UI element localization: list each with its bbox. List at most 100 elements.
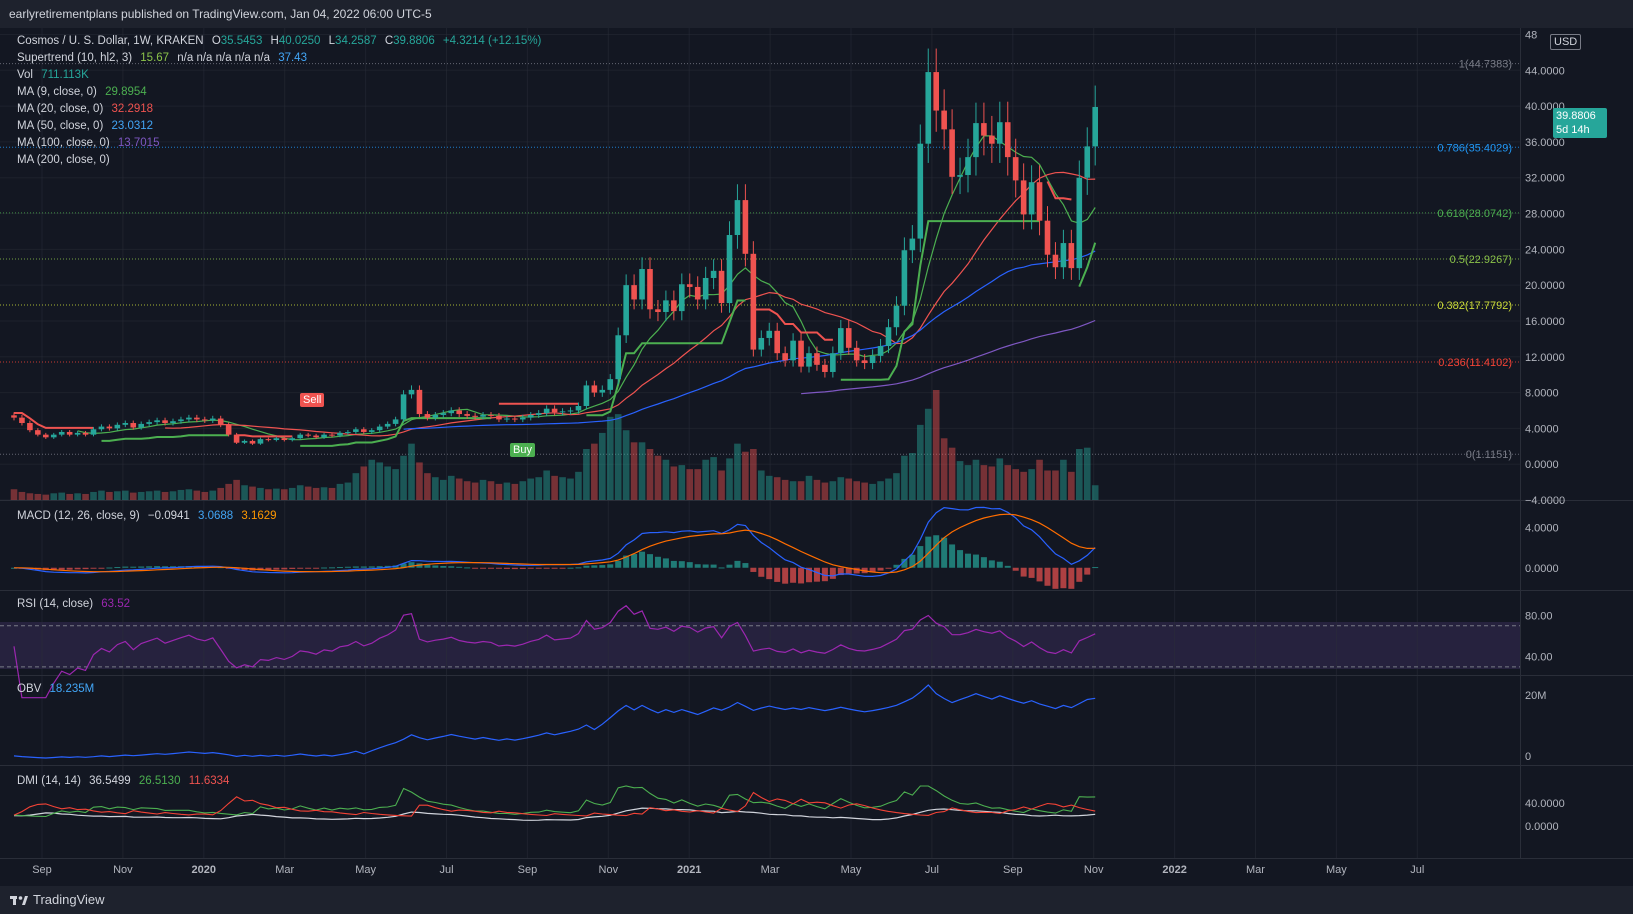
- rsi-line: [13, 604, 1096, 699]
- dmi-plus-line: [13, 785, 1096, 818]
- volume-bar: [845, 478, 853, 500]
- volume-bar: [591, 443, 598, 500]
- volume-bar: [114, 491, 121, 500]
- rsi-legend[interactable]: RSI (14, close) 63.52: [17, 598, 130, 610]
- volume-bar: [42, 494, 50, 500]
- volume-bar: [742, 451, 749, 500]
- macd-histogram-bar: [694, 564, 701, 568]
- volume-bar: [479, 479, 487, 500]
- axes: Sep Nov 2020 Mar May Jul Sep Nov 2021 Mar May Jul Se…: [32, 29, 1565, 876]
- macd-histogram-bar: [678, 561, 685, 568]
- candle-body: [106, 426, 113, 429]
- macd-histogram-bar: [853, 567, 860, 574]
- candle-body: [853, 347, 860, 361]
- ma100-legend[interactable]: MA (100, close, 0) 13.7015: [17, 137, 159, 149]
- volume-bar: [821, 482, 829, 500]
- volume-bar: [519, 481, 527, 500]
- y-tick-label: 44.0000: [1525, 65, 1565, 77]
- volume-bar: [82, 493, 89, 500]
- ma9-legend[interactable]: MA (9, close, 0) 29.8954: [17, 86, 147, 98]
- macd-histogram-bar: [829, 567, 836, 579]
- tradingview-brand[interactable]: TradingView: [10, 892, 105, 907]
- candle-body: [472, 415, 478, 417]
- macd-histogram-bar: [98, 567, 105, 569]
- dmi-minus-line: [13, 791, 1096, 817]
- macd-legend[interactable]: MACD (12, 26, close, 9) −0.0941 3.0688 3…: [17, 510, 277, 522]
- dmi-legend[interactable]: DMI (14, 14) 36.5499 26.5130 11.6334: [17, 775, 229, 787]
- ma200-legend[interactable]: MA (200, close, 0): [17, 154, 110, 166]
- candle-body: [154, 420, 160, 423]
- obv-legend[interactable]: OBV 18.235M: [17, 683, 94, 695]
- macd-histogram-bar: [750, 567, 757, 572]
- macd-histogram-bar: [790, 567, 797, 583]
- chart-canvas[interactable]: 1(44.7383) 0.786(35.4029) 0.618(28.0742) 0.…: [0, 28, 1633, 886]
- volume-bar: [50, 493, 58, 500]
- vol-label: Vol: [17, 69, 33, 81]
- vol-legend[interactable]: Vol 711.113K: [17, 69, 89, 81]
- rsi-band: [0, 622, 1520, 669]
- candle-body: [1044, 220, 1051, 255]
- low-label: L: [328, 35, 336, 47]
- volume-bar: [559, 477, 566, 500]
- low-value: 34.2587: [335, 35, 377, 47]
- volume-bar: [893, 473, 900, 500]
- supertrend-legend[interactable]: Supertrend (10, hl2, 3) 15.67 n/a n/a n/…: [17, 52, 307, 64]
- candle-body: [726, 235, 733, 304]
- volume-bar: [710, 457, 717, 500]
- candle-body: [361, 429, 367, 432]
- ma50-legend[interactable]: MA (50, close, 0) 23.0312: [17, 120, 153, 132]
- candle-body: [941, 110, 947, 130]
- macd-histogram-bar: [1068, 567, 1075, 589]
- fib-label: 1(44.7383): [1459, 59, 1512, 71]
- volume-bar: [145, 491, 153, 500]
- candle-body: [241, 440, 248, 443]
- macd-histogram-bar: [193, 566, 200, 568]
- volume-bar: [384, 466, 391, 500]
- macd-histogram-bar: [734, 560, 741, 568]
- volume-bar: [408, 443, 415, 500]
- candle-body: [798, 340, 804, 367]
- candle-body: [822, 364, 828, 372]
- candle-body: [273, 438, 280, 441]
- candle-body: [671, 300, 677, 312]
- ma20-legend[interactable]: MA (20, close, 0) 32.2918: [17, 103, 153, 115]
- candle-body: [98, 426, 105, 430]
- x-tick-label: Mar: [275, 864, 294, 876]
- x-tick-label: Jul: [925, 864, 939, 876]
- candle-body: [1012, 157, 1019, 181]
- volume-bar: [440, 479, 447, 500]
- volume-bar: [169, 491, 177, 500]
- supertrend-line: [586, 299, 746, 417]
- macd-histogram-bar: [456, 566, 463, 568]
- macd-histogram-bar: [90, 567, 97, 569]
- supertrend-na: n/a n/a n/a n/a n/a: [177, 52, 270, 64]
- volume-bar: [543, 470, 550, 500]
- candle-body: [655, 309, 661, 312]
- macd-histogram-bar: [710, 564, 717, 568]
- open-value: 35.5453: [220, 35, 263, 47]
- volume-bar: [368, 459, 376, 500]
- macd-histogram-bar: [972, 554, 979, 568]
- macd-histogram-bar: [146, 566, 153, 568]
- x-tick-label: Mar: [1246, 864, 1265, 876]
- candle-body: [718, 270, 725, 304]
- macd-histogram-bar: [1052, 567, 1059, 589]
- volume-bar: [773, 477, 781, 500]
- candle-body: [1036, 182, 1043, 221]
- macd-histogram-bar: [869, 567, 876, 573]
- y-tick-label: 32.0000: [1525, 173, 1565, 185]
- x-tick-label: May: [841, 864, 862, 876]
- volume-bars: [10, 390, 1099, 500]
- fib-label: 0.786(35.4029): [1437, 142, 1512, 154]
- volume-bar: [241, 485, 248, 500]
- volume-bar: [463, 481, 471, 500]
- macd-histogram-bar: [400, 563, 407, 568]
- macd-histogram-bar: [662, 558, 669, 568]
- candle-body: [50, 434, 57, 438]
- macd-histogram-bar: [575, 567, 582, 569]
- candle-body: [639, 269, 645, 300]
- macd-histogram-bar: [599, 565, 606, 568]
- macd-histogram-bar: [885, 567, 892, 569]
- volume-bar: [58, 492, 65, 500]
- currency-button[interactable]: USD: [1550, 34, 1582, 50]
